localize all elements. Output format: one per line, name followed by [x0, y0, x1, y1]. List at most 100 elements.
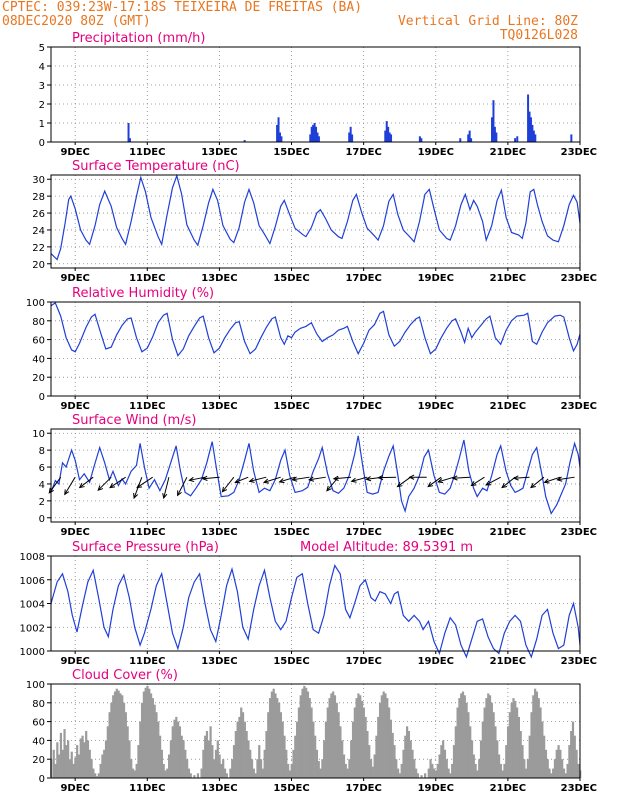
- series-line: [50, 173, 581, 261]
- precip-bar: [534, 134, 537, 142]
- cloud-cover-bar: [131, 768, 135, 778]
- header-grid-note: Vertical Grid Line: 80Z: [398, 14, 578, 29]
- cloud-cover-bar: [561, 759, 564, 778]
- wind-vector-head: [278, 478, 285, 484]
- cloud-cover-bar: [263, 749, 266, 778]
- cloud-cover-bar: [373, 754, 376, 778]
- cloud-cover-bar: [470, 740, 474, 778]
- cloud-cover-bar: [292, 749, 295, 778]
- cloud-cover-bar: [434, 770, 438, 778]
- x-tick-label: 17DEC: [345, 401, 381, 412]
- cloud-cover-bar: [108, 712, 111, 778]
- wind-vector-head: [396, 481, 403, 488]
- y-tick-label: 0: [39, 514, 45, 525]
- cloud-cover-bar: [467, 712, 470, 778]
- cloud-cover-bar: [333, 695, 337, 778]
- cloud-cover-bar: [481, 721, 484, 778]
- cloud-cover-bar: [505, 745, 508, 778]
- panel-frame: [50, 428, 581, 523]
- cloud-cover-bar: [54, 763, 57, 778]
- cloud-cover-bar: [99, 763, 102, 778]
- cloud-cover-bar: [236, 721, 239, 778]
- header-model-id: TQ0126L028: [500, 28, 578, 43]
- cloud-cover-bar: [469, 726, 472, 778]
- cloud-cover-bar: [440, 745, 443, 778]
- cloud-cover-bar: [177, 721, 180, 778]
- y-tick-label: 2: [39, 100, 45, 111]
- cloud-cover-bar: [59, 732, 63, 778]
- wind-vector: [235, 476, 249, 483]
- cloud-cover-bar: [308, 698, 311, 778]
- precip-bar: [514, 138, 517, 142]
- cloud-cover-bar: [287, 763, 290, 778]
- precip-bar: [317, 136, 320, 142]
- cloud-cover-bar: [458, 698, 461, 778]
- y-tick-label: 1008: [20, 552, 45, 563]
- cloud-cover-bar: [454, 726, 457, 778]
- y-tick-label: 24: [32, 226, 45, 237]
- cloud-cover-bar: [142, 691, 145, 778]
- x-tick-label: 23DEC: [561, 783, 597, 794]
- cloud-cover-bar: [515, 707, 519, 778]
- cloud-cover-bar: [200, 768, 203, 778]
- cloud-cover-bar: [61, 749, 64, 778]
- cloud-cover-bar: [249, 749, 252, 778]
- cloud-cover-bar: [155, 712, 158, 778]
- precip-bar: [351, 134, 354, 142]
- cloud-cover-bar: [312, 721, 315, 778]
- panel-3: Relative Humidity (%) 0 20 40 60 80 100 9DEC 11D…: [26, 286, 597, 412]
- cloud-cover-bar: [214, 749, 218, 778]
- precip-bar: [491, 117, 494, 142]
- cloud-cover-bar: [398, 773, 402, 778]
- y-tick-label: 4: [39, 480, 45, 491]
- panel-frame: [50, 683, 581, 779]
- cloud-cover-bar: [285, 749, 288, 778]
- cloud-cover-bar: [139, 721, 142, 778]
- cloud-cover-bar: [436, 763, 439, 778]
- wind-vector: [351, 476, 368, 482]
- cloud-cover-bar: [254, 773, 257, 778]
- cloud-cover-bar: [488, 695, 492, 778]
- cloud-cover-bar: [474, 763, 477, 778]
- wind-vector-head: [485, 480, 492, 486]
- cloud-cover-bar: [514, 700, 517, 778]
- cloud-cover-bar: [559, 749, 562, 778]
- cloud-cover-bar: [306, 691, 310, 778]
- wind-vector-head: [512, 475, 519, 481]
- cloud-cover-bar: [294, 735, 297, 778]
- header-station: CPTEC: 039:23W-17:18S TEIXEIRA DE FREITA…: [2, 0, 362, 15]
- x-tick-label: 13DEC: [201, 273, 237, 284]
- x-tick-label: 19DEC: [418, 527, 454, 538]
- cloud-cover-bar: [573, 735, 576, 778]
- y-tick-label: 20: [32, 260, 45, 271]
- cloud-cover-bar: [182, 740, 185, 778]
- wind-vector: [263, 476, 281, 483]
- cloud-cover-bar: [496, 740, 499, 778]
- cloud-cover-bar: [400, 763, 403, 778]
- x-tick-label: 17DEC: [345, 147, 381, 158]
- cloud-cover-bar: [103, 749, 106, 778]
- cloud-cover-bar: [281, 721, 284, 778]
- precip-bar: [313, 123, 316, 142]
- panel-title: Relative Humidity (%): [72, 286, 214, 301]
- wind-vector-head: [530, 482, 536, 489]
- wind-vector-head: [262, 478, 270, 484]
- cloud-cover-bar: [310, 707, 313, 778]
- x-tick-label: 21DEC: [490, 147, 526, 158]
- wind-vector-head: [133, 492, 139, 500]
- y-tick-label: 1004: [20, 600, 45, 611]
- wind-vector-head: [136, 483, 143, 489]
- y-tick-label: 80: [32, 317, 45, 328]
- x-tick-label: 9DEC: [60, 783, 89, 794]
- cloud-cover-bar: [406, 726, 409, 778]
- wind-vector-head: [201, 475, 208, 481]
- cloud-cover-bar: [368, 745, 371, 778]
- wind-vector-head: [234, 478, 241, 484]
- y-tick-label: 60: [32, 336, 45, 347]
- wind-vector: [189, 476, 206, 481]
- wind-vector: [557, 476, 575, 481]
- cloud-cover-bar: [272, 688, 275, 778]
- cloud-cover-bar: [171, 726, 174, 778]
- cloud-cover-bar: [164, 770, 167, 778]
- wind-vector-head: [221, 486, 228, 493]
